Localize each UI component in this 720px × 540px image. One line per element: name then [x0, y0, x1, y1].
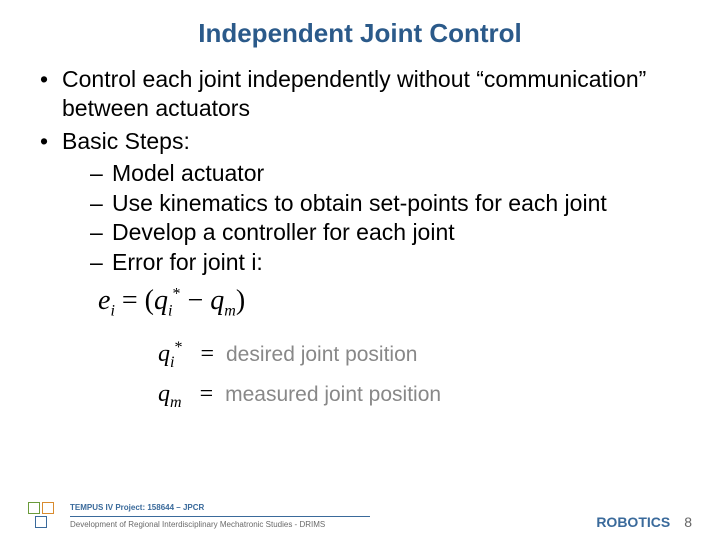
bullet-text: Basic Steps:: [62, 128, 190, 154]
sub-bullet-item: Error for joint i:: [90, 248, 692, 277]
equation-definitions: qi* = desired joint position qm = measur…: [98, 335, 692, 416]
eq-minus: −: [187, 285, 210, 316]
project-info: TEMPUS IV Project: 158644 – JPCR Develop…: [70, 502, 370, 529]
equation-main: ei = (qi* − qm): [98, 285, 692, 321]
bullet-item: Basic Steps: Model actuator Use kinemati…: [40, 127, 692, 278]
slide: Independent Joint Control Control each j…: [0, 0, 720, 540]
bullet-list: Control each joint independently without…: [28, 65, 692, 277]
logo-icon: [28, 502, 60, 530]
eq-b-sub: m: [224, 303, 236, 320]
eq-close: ): [236, 285, 245, 316]
footer: TEMPUS IV Project: 158644 – JPCR Develop…: [28, 502, 692, 530]
bullet-text: Control each joint independently without…: [62, 66, 646, 121]
equation-block: ei = (qi* − qm) qi* = desired joint posi…: [28, 285, 692, 415]
page-number: 8: [684, 514, 692, 530]
eq-a-sup: *: [172, 286, 180, 303]
footer-divider: [70, 516, 370, 517]
sub-bullet-item: Use kinematics to obtain set-points for …: [90, 189, 692, 218]
eq-def-sub: m: [170, 394, 182, 411]
footer-left: TEMPUS IV Project: 158644 – JPCR Develop…: [28, 502, 370, 530]
sub-bullet-item: Develop a controller for each joint: [90, 218, 692, 247]
eq-lhs-sub: i: [110, 303, 114, 320]
sub-bullet-text: Model actuator: [112, 160, 264, 186]
eq-b: q: [210, 285, 224, 316]
sub-bullet-text: Develop a controller for each joint: [112, 219, 455, 245]
eq-a-sub: i: [168, 303, 172, 320]
eq-def-text: measured joint position: [225, 383, 441, 406]
eq-def-row: qi* = desired joint position: [158, 335, 692, 375]
eq-def-row: qm = measured joint position: [158, 375, 692, 415]
sub-bullet-text: Error for joint i:: [112, 249, 263, 275]
project-line2: Development of Regional Interdisciplinar…: [70, 519, 370, 530]
eq-lhs: e: [98, 285, 110, 316]
bullet-item: Control each joint independently without…: [40, 65, 692, 123]
sub-bullet-text: Use kinematics to obtain set-points for …: [112, 190, 607, 216]
footer-right: ROBOTICS 8: [596, 514, 692, 530]
sub-bullet-item: Model actuator: [90, 159, 692, 188]
eq-def-sup: *: [174, 339, 182, 356]
footer-robotics: ROBOTICS: [596, 514, 670, 530]
project-line1: TEMPUS IV Project: 158644 – JPCR: [70, 502, 370, 513]
eq-a: q: [154, 285, 168, 316]
eq-def-text: desired joint position: [226, 343, 417, 366]
eq-def-sym: q: [158, 341, 170, 367]
eq-equals: = (: [122, 285, 154, 316]
slide-title: Independent Joint Control: [28, 18, 692, 49]
sub-bullet-list: Model actuator Use kinematics to obtain …: [62, 159, 692, 277]
eq-def-sym: q: [158, 381, 170, 407]
